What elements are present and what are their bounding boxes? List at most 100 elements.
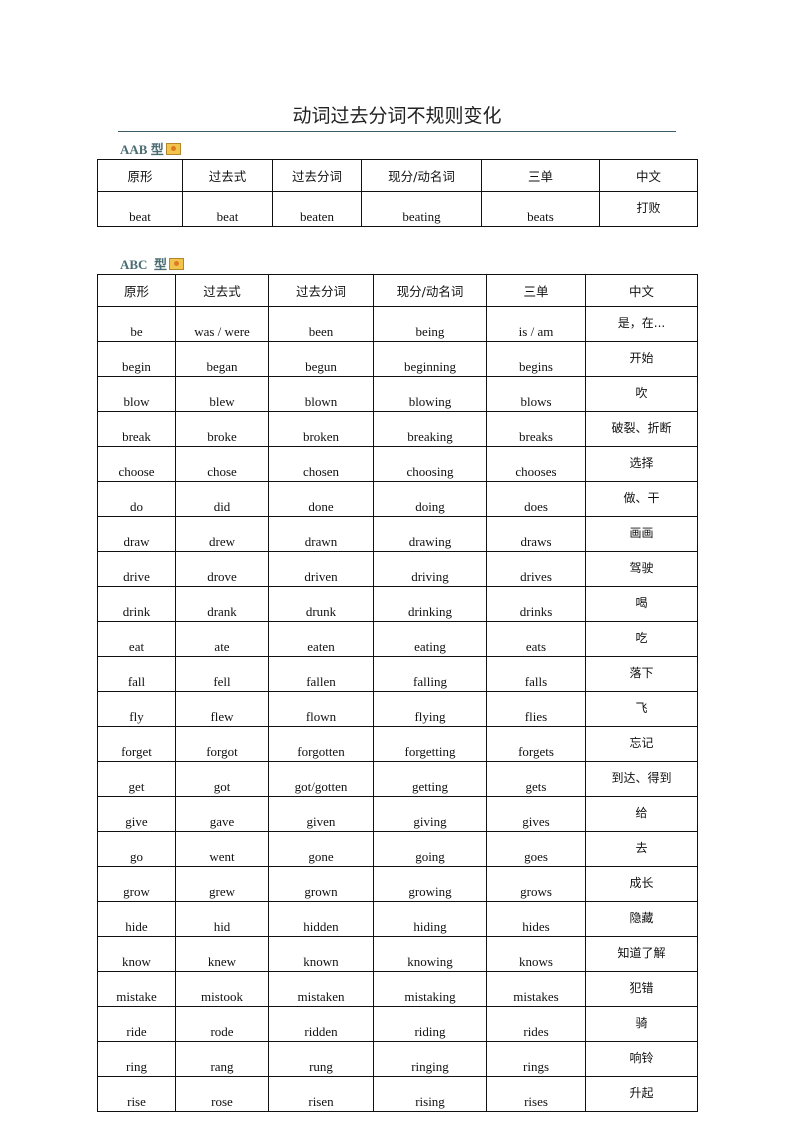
column-header: 原形 bbox=[97, 159, 183, 192]
table-cell: 落下 bbox=[585, 656, 698, 692]
table-cell: fly bbox=[97, 691, 176, 727]
table-cell: rang bbox=[175, 1041, 269, 1077]
table-cell: rings bbox=[486, 1041, 586, 1077]
table-row: begin began begun beginning begins 开始 bbox=[97, 341, 698, 377]
table-cell: riding bbox=[373, 1006, 487, 1042]
column-header: 中文 bbox=[585, 274, 698, 307]
column-header: 过去分词 bbox=[268, 274, 374, 307]
table-cell: 去 bbox=[585, 831, 698, 867]
table-cell: choose bbox=[97, 446, 176, 482]
table-cell: been bbox=[268, 306, 374, 342]
table-row: mistake mistook mistaken mistaking mistakes 犯… bbox=[97, 971, 698, 1007]
table-cell: 做、干 bbox=[585, 481, 698, 517]
table-cell: be bbox=[97, 306, 176, 342]
table-cell: begin bbox=[97, 341, 176, 377]
table-cell: 驾驶 bbox=[585, 551, 698, 587]
table-cell: ring bbox=[97, 1041, 176, 1077]
table-cell: drives bbox=[486, 551, 586, 587]
table-cell: grew bbox=[175, 866, 269, 902]
table-cell: drove bbox=[175, 551, 269, 587]
table-cell: draw bbox=[97, 516, 176, 552]
table-cell: drawing bbox=[373, 516, 487, 552]
table-row: ride rode ridden riding rides 骑 bbox=[97, 1006, 698, 1042]
table-cell: beginning bbox=[373, 341, 487, 377]
title-divider bbox=[118, 131, 676, 132]
table-cell: beat bbox=[182, 191, 273, 227]
table-cell: 忘记 bbox=[585, 726, 698, 762]
table-cell: 选择 bbox=[585, 446, 698, 482]
table-cell: mistaking bbox=[373, 971, 487, 1007]
abc-table: 原形 过去式 过去分词 现分/动名词 三单 中文 be was / were been being… bbox=[97, 274, 698, 1112]
table-cell: 知道了解 bbox=[585, 936, 698, 972]
table-cell: 飞 bbox=[585, 691, 698, 727]
table-cell: grows bbox=[486, 866, 586, 902]
table-cell: 响铃 bbox=[585, 1041, 698, 1077]
header-row: 原形 过去式 过去分词 现分/动名词 三单 中文 bbox=[97, 159, 698, 192]
table-row: grow grew grown growing grows 成长 bbox=[97, 866, 698, 902]
table-cell: beaten bbox=[272, 191, 362, 227]
table-cell: rode bbox=[175, 1006, 269, 1042]
column-header: 现分/动名词 bbox=[361, 159, 482, 192]
aab-label: AAB 型 bbox=[120, 142, 164, 157]
table-cell: chosen bbox=[268, 446, 374, 482]
table-cell: knew bbox=[175, 936, 269, 972]
table-cell: 吃 bbox=[585, 621, 698, 657]
table-cell: forgot bbox=[175, 726, 269, 762]
table-cell: drank bbox=[175, 586, 269, 622]
table-cell: rises bbox=[486, 1076, 586, 1112]
table-cell: 吹 bbox=[585, 376, 698, 412]
table-cell: driven bbox=[268, 551, 374, 587]
folder-icon bbox=[165, 142, 181, 155]
table-row: fly flew flown flying flies 飞 bbox=[97, 691, 698, 727]
table-cell: blow bbox=[97, 376, 176, 412]
table-cell: going bbox=[373, 831, 487, 867]
table-row: break broke broken breaking breaks 破裂、折断 bbox=[97, 411, 698, 447]
table-cell: chooses bbox=[486, 446, 586, 482]
table-cell: choosing bbox=[373, 446, 487, 482]
table-row: give gave given giving gives 给 bbox=[97, 796, 698, 832]
table-cell: given bbox=[268, 796, 374, 832]
table-cell: hidden bbox=[268, 901, 374, 937]
table-cell: driving bbox=[373, 551, 487, 587]
column-header: 原形 bbox=[97, 274, 176, 307]
table-cell: 画画 bbox=[585, 516, 698, 552]
table-cell: do bbox=[97, 481, 176, 517]
table-cell: mistake bbox=[97, 971, 176, 1007]
table-cell: begins bbox=[486, 341, 586, 377]
table-row: beat beat beaten beating beats 打败 bbox=[97, 191, 698, 227]
column-header: 过去式 bbox=[182, 159, 273, 192]
table-cell: mistaken bbox=[268, 971, 374, 1007]
table-row: forget forgot forgotten forgetting forgets 忘记 bbox=[97, 726, 698, 762]
table-cell: 到达、得到 bbox=[585, 761, 698, 797]
table-cell: get bbox=[97, 761, 176, 797]
table-cell: 开始 bbox=[585, 341, 698, 377]
table-cell: eats bbox=[486, 621, 586, 657]
table-cell: 打败 bbox=[599, 191, 698, 227]
table-cell: was / were bbox=[175, 306, 269, 342]
table-cell: chose bbox=[175, 446, 269, 482]
abc-label: ABC 型 bbox=[120, 257, 167, 272]
page-title: 动词过去分词不规则变化 bbox=[292, 105, 502, 127]
table-row: eat ate eaten eating eats 吃 bbox=[97, 621, 698, 657]
table-row: blow blew blown blowing blows 吹 bbox=[97, 376, 698, 412]
table-cell: is / am bbox=[486, 306, 586, 342]
table-row: drive drove driven driving drives 驾驶 bbox=[97, 551, 698, 587]
table-cell: blown bbox=[268, 376, 374, 412]
table-cell: falling bbox=[373, 656, 487, 692]
table-row: hide hid hidden hiding hides 隐藏 bbox=[97, 901, 698, 937]
table-cell: 升起 bbox=[585, 1076, 698, 1112]
table-cell: rung bbox=[268, 1041, 374, 1077]
table-cell: drew bbox=[175, 516, 269, 552]
table-cell: forgotten bbox=[268, 726, 374, 762]
table-cell: fell bbox=[175, 656, 269, 692]
table-cell: hiding bbox=[373, 901, 487, 937]
table-cell: know bbox=[97, 936, 176, 972]
table-cell: went bbox=[175, 831, 269, 867]
table-cell: began bbox=[175, 341, 269, 377]
table-cell: being bbox=[373, 306, 487, 342]
table-cell: drink bbox=[97, 586, 176, 622]
table-cell: flies bbox=[486, 691, 586, 727]
table-cell: knowing bbox=[373, 936, 487, 972]
table-cell: gave bbox=[175, 796, 269, 832]
table-cell: rose bbox=[175, 1076, 269, 1112]
